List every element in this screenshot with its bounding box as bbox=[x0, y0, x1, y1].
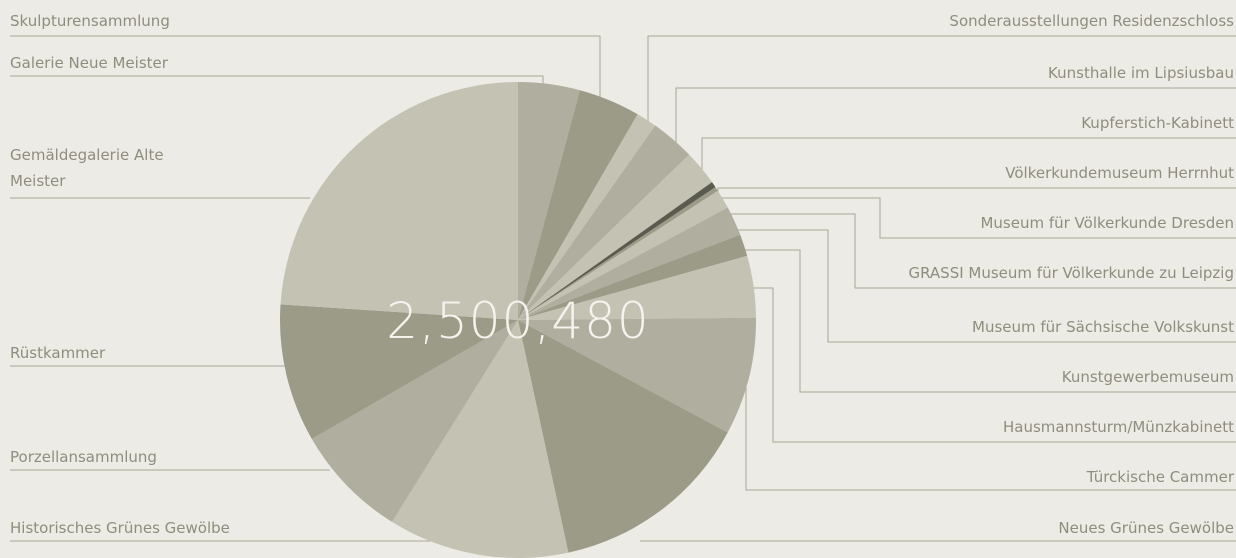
slice-label: Türckische Cammer bbox=[1086, 468, 1234, 486]
pie-slice bbox=[518, 125, 690, 321]
leader-line bbox=[720, 197, 1236, 239]
pie-slice bbox=[518, 187, 718, 320]
slice-label: Rüstkammer bbox=[10, 344, 106, 362]
slice-label: Kunstgewerbemuseum bbox=[1061, 368, 1234, 386]
leader-line bbox=[745, 249, 1236, 393]
pie-slice bbox=[280, 304, 518, 439]
slice-label: Museum für Sächsische Volkskunst bbox=[972, 318, 1234, 336]
slice-label: Kupferstich-Kabinett bbox=[1081, 114, 1234, 132]
pie-slice bbox=[518, 320, 728, 553]
pie-slice bbox=[518, 255, 756, 320]
pie-slice bbox=[518, 190, 728, 320]
slice-label: Neues Grünes Gewölbe bbox=[1058, 519, 1234, 537]
pie-slice bbox=[518, 207, 741, 320]
slice-label: Sonderausstellungen Residenzschloss bbox=[949, 12, 1234, 30]
leader-line bbox=[752, 287, 1236, 443]
leader-line bbox=[738, 229, 1236, 343]
pie-slice bbox=[518, 82, 580, 320]
pie-slice bbox=[518, 317, 756, 433]
leader-line bbox=[717, 187, 1236, 192]
leader-line bbox=[745, 380, 1236, 491]
pie-slice bbox=[391, 320, 569, 558]
leader-line bbox=[647, 35, 1236, 128]
pie-slice bbox=[518, 90, 638, 320]
leader-line bbox=[10, 35, 601, 108]
pie-slice bbox=[311, 320, 518, 522]
pie-slice bbox=[518, 114, 656, 320]
leader-line bbox=[675, 87, 1236, 150]
slice-label: GRASSI Museum für Völkerkunde zu Leipzig bbox=[908, 264, 1234, 282]
pie-slice bbox=[518, 182, 716, 320]
slice-label: Historisches Grünes Gewölbe bbox=[10, 519, 230, 537]
pie-slice bbox=[518, 154, 713, 320]
pie-slice bbox=[518, 234, 748, 320]
slice-label: Hausmannsturm/Münzkabinett bbox=[1002, 418, 1234, 436]
leader-line bbox=[701, 137, 1236, 176]
slice-label: Kunsthalle im Lipsiusbau bbox=[1048, 64, 1234, 82]
slice-label: Völkerkundemuseum Herrnhut bbox=[1005, 164, 1234, 182]
pie-slice bbox=[280, 82, 518, 320]
leader-line bbox=[730, 213, 1236, 289]
slice-label: Museum für Völkerkunde Dresden bbox=[980, 214, 1234, 232]
slice-label: Porzellansammlung bbox=[10, 448, 157, 466]
total-label: 2,500,480 bbox=[386, 292, 649, 350]
slice-label: Gemäldegalerie Alte Meister bbox=[10, 146, 164, 190]
slice-label: Skulpturensammlung bbox=[10, 12, 170, 30]
slice-label: Galerie Neue Meister bbox=[10, 54, 168, 72]
